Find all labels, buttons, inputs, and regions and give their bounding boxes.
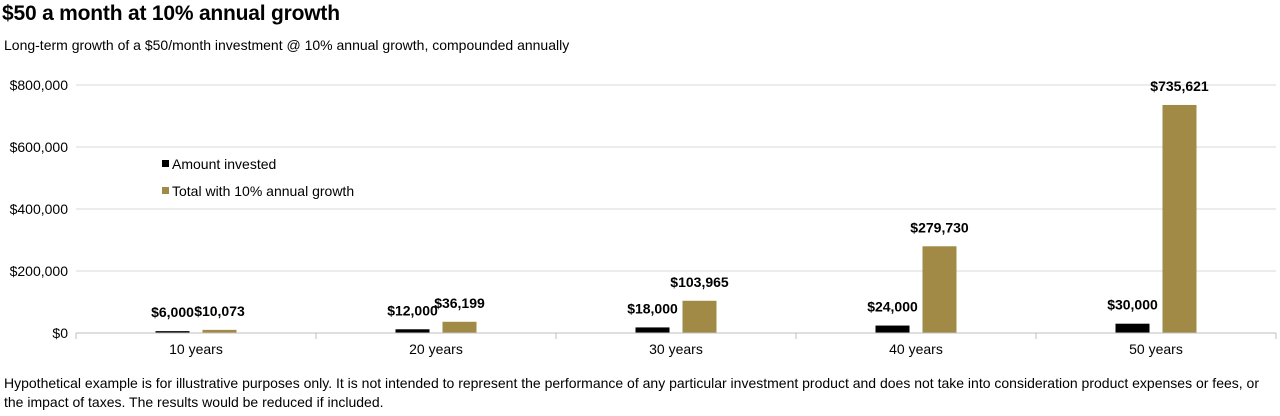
legend-swatch (162, 160, 169, 167)
bar (442, 321, 477, 333)
bar (1115, 323, 1150, 333)
y-axis-tick-labels: $0 $200,000 $400,000 $600,000 $800,000 (10, 77, 69, 341)
data-label: $36,199 (434, 295, 485, 311)
data-label: $735,621 (1150, 78, 1209, 94)
x-tick-label: 40 years (889, 341, 943, 357)
x-tick-label: 10 years (169, 341, 223, 357)
data-label: $10,073 (194, 303, 245, 319)
bar (155, 331, 190, 333)
x-tick-label: 30 years (649, 341, 703, 357)
bar (635, 327, 670, 333)
bar (1162, 104, 1197, 333)
y-tick-label: $200,000 (10, 263, 69, 279)
data-label: $18,000 (627, 300, 678, 316)
bar (395, 329, 430, 333)
data-labels: $6,000 $10,073 $12,000$36,199 $18,000 $103,9… (151, 78, 1209, 320)
legend: Amount invested Total with 10% annual gro… (162, 156, 354, 199)
chart-title: $50 a month at 10% annual growth (2, 2, 340, 25)
x-tick-label: 20 years (409, 341, 463, 357)
data-label: $24,000 (867, 299, 918, 315)
bars (155, 104, 1197, 333)
legend-label: Total with 10% annual growth (172, 183, 354, 199)
legend-swatch (162, 187, 169, 194)
footnote: Hypothetical example is for illustrative… (4, 375, 1259, 410)
bar (875, 325, 910, 333)
x-tick-label: 50 years (1129, 341, 1183, 357)
y-tick-label: $400,000 (10, 201, 69, 217)
x-axis: 10 years 20 years 30 years 40 years 50 years (75, 332, 1277, 357)
bar (682, 300, 717, 333)
gridlines (76, 84, 1276, 272)
bar (202, 329, 237, 333)
bar (922, 246, 957, 333)
y-tick-label: $800,000 (10, 77, 69, 93)
bar-chart: $0 $200,000 $400,000 $600,000 $800,000 $6,00… (10, 77, 1277, 357)
data-label: $103,965 (670, 274, 729, 290)
legend-label: Amount invested (172, 156, 276, 172)
data-label: $30,000 (1107, 297, 1158, 313)
chart-subtitle: Long-term growth of a $50/month investme… (4, 37, 570, 53)
y-tick-label: $0 (52, 325, 68, 341)
data-label: $6,000 (151, 304, 194, 320)
y-tick-label: $600,000 (10, 139, 69, 155)
data-label: $279,730 (910, 219, 969, 235)
data-label: $12,000 (387, 302, 438, 318)
